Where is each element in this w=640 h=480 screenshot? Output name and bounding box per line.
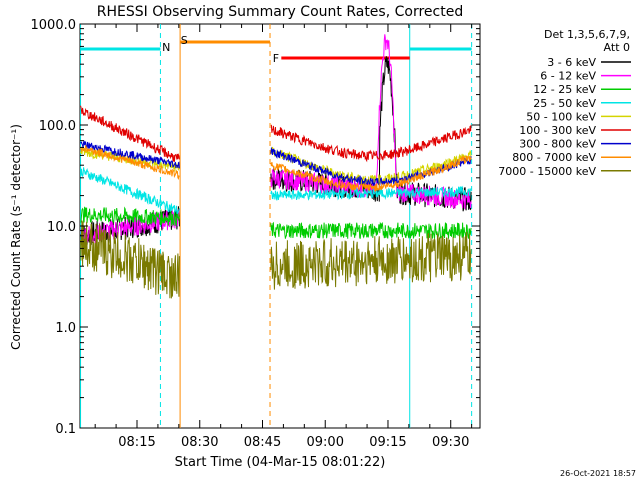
series-line-7-b bbox=[270, 154, 472, 193]
x-tick-label: 09:00 bbox=[307, 435, 344, 450]
y-tick-label: 0.1 bbox=[55, 422, 76, 437]
y-tick-label: 1.0 bbox=[55, 321, 76, 336]
series-line-3-b bbox=[270, 185, 472, 201]
series-line-3-a bbox=[80, 167, 180, 215]
series-line-6-a bbox=[80, 140, 180, 169]
legend-label-4: 50 - 100 keV bbox=[526, 110, 596, 123]
series-line-2-b bbox=[270, 221, 472, 240]
y-tick-label: 10.0 bbox=[47, 220, 76, 235]
legend-label-0: 3 - 6 keV bbox=[547, 56, 596, 69]
legend-header-1: Det 1,3,5,6,7,9, bbox=[544, 28, 630, 41]
legend-label-7: 800 - 7000 keV bbox=[512, 151, 596, 164]
x-tick-label: 08:45 bbox=[244, 435, 281, 450]
y-axis-label: Corrected Count Rate (s⁻¹ detector⁻¹) bbox=[9, 124, 23, 350]
legend-label-2: 12 - 25 keV bbox=[533, 83, 596, 96]
series-line-4-a bbox=[80, 145, 180, 172]
series-line-8-a bbox=[80, 220, 180, 299]
y-tick-group: 0.1 1.0 10.0 100.0 1000.0 bbox=[31, 18, 480, 437]
series-line-5-a bbox=[80, 105, 180, 162]
series-line-5-b bbox=[270, 124, 472, 163]
x-tick-group: 08:15 08:30 08:45 09:00 09:15 09:30 bbox=[94, 24, 473, 450]
x-tick-label: 09:15 bbox=[369, 435, 406, 450]
series-line-4-b bbox=[270, 146, 472, 186]
series-line-2-a bbox=[80, 206, 180, 227]
legend-label-1: 6 - 12 keV bbox=[540, 70, 596, 83]
legend-label-5: 100 - 300 keV bbox=[519, 124, 596, 137]
y-tick-label: 1000.0 bbox=[31, 18, 77, 33]
timestamp: 26-Oct-2021 18:57 bbox=[560, 469, 636, 478]
flare-flag-label: F bbox=[273, 52, 279, 65]
flag-bars: SN F bbox=[80, 24, 473, 428]
legend-label-8: 7000 - 15000 keV bbox=[498, 165, 596, 178]
chart-title: RHESSI Observing Summary Count Rates, Co… bbox=[97, 4, 463, 20]
series-line-7-a bbox=[80, 145, 180, 180]
x-tick-label: 08:30 bbox=[181, 435, 218, 450]
y-tick-label: 100.0 bbox=[39, 119, 76, 134]
night-flag-label: N bbox=[162, 41, 170, 54]
saa-flag-label: S bbox=[181, 34, 188, 47]
x-axis-label: Start Time (04-Mar-15 08:01:22) bbox=[175, 455, 386, 470]
x-tick-label: 09:30 bbox=[432, 435, 469, 450]
series-group bbox=[80, 34, 472, 299]
legend-label-6: 300 - 800 keV bbox=[519, 138, 596, 151]
legend-label-3: 25 - 50 keV bbox=[533, 97, 596, 110]
series-line-8-b bbox=[270, 231, 472, 290]
x-tick-label: 08:15 bbox=[118, 435, 155, 450]
legend-header-2: Att 0 bbox=[604, 41, 630, 54]
